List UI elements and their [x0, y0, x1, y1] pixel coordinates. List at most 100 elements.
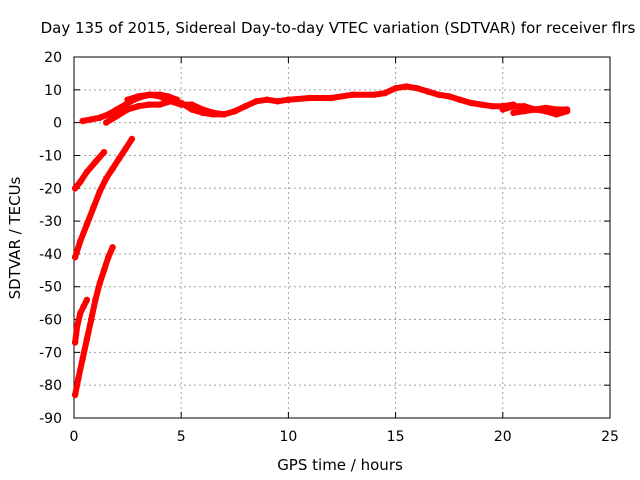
axis-ticks: 0 5 10 15 20 25 20 10 0 -10 -20 -30 -40 -50 -60 -70 -80 -…: [39, 50, 619, 445]
series-line-arc-2: [72, 136, 135, 261]
data-point: [156, 101, 163, 108]
data-point: [124, 106, 131, 113]
series-line-arc-7: [124, 91, 228, 118]
data-point: [563, 106, 571, 113]
y-tick-label: -40: [39, 247, 62, 263]
data-point: [349, 91, 356, 98]
data-point: [446, 93, 453, 100]
data-point: [74, 322, 81, 330]
data-point: [96, 280, 103, 287]
data-point: [77, 309, 84, 317]
data-point: [542, 104, 549, 112]
y-tick-label: -70: [39, 345, 62, 361]
y-tick-label: -90: [39, 411, 62, 427]
data-point: [122, 101, 129, 108]
data-point: [83, 336, 91, 343]
data-point: [103, 175, 110, 182]
data-point: [156, 93, 163, 100]
data-point: [109, 165, 116, 172]
data-point: [71, 185, 79, 192]
data-point: [392, 85, 399, 92]
x-tick-label: 20: [494, 429, 512, 445]
data-point: [100, 267, 108, 274]
data-point: [220, 111, 228, 118]
data-point: [71, 391, 79, 399]
data-point: [79, 117, 86, 125]
data-point: [92, 296, 99, 304]
data-point: [371, 91, 378, 98]
data-point: [113, 112, 121, 120]
data-point: [128, 135, 136, 143]
data-point: [124, 96, 131, 103]
data-point: [424, 88, 431, 95]
data-point: [231, 108, 238, 115]
y-tick-label: 20: [44, 50, 62, 66]
data-point: [90, 204, 97, 212]
data-point: [83, 168, 91, 176]
x-axis-label: GPS time / hours: [277, 456, 403, 474]
data-point: [135, 93, 142, 100]
data-point: [253, 98, 260, 105]
data-point: [92, 158, 99, 166]
y-tick-label: -50: [39, 280, 62, 296]
y-tick-label: 0: [53, 116, 62, 132]
data-point: [79, 355, 86, 363]
data-point: [553, 111, 560, 118]
x-tick-label: 25: [601, 429, 619, 445]
x-tick-label: 15: [387, 429, 405, 445]
data-point: [306, 94, 313, 102]
data-point: [199, 106, 206, 113]
data-point: [456, 96, 464, 103]
data-point: [521, 103, 528, 110]
data-point: [96, 114, 103, 121]
y-tick-label: -20: [39, 181, 62, 197]
data-point: [105, 111, 112, 118]
data-point: [467, 99, 474, 107]
data-point: [531, 106, 539, 113]
data-point: [88, 116, 95, 123]
data-point: [71, 339, 79, 346]
data-point: [403, 83, 410, 90]
data-point: [510, 103, 517, 110]
data-point: [88, 316, 95, 323]
series-line-arc-3: [72, 244, 116, 398]
data-point: [105, 254, 112, 261]
data-point: [113, 106, 121, 113]
data-point: [285, 96, 292, 103]
data-point: [478, 101, 485, 108]
data-point: [210, 109, 217, 117]
data-point: [103, 119, 110, 126]
data-point: [75, 375, 82, 382]
y-tick-label: 10: [44, 83, 62, 99]
data-point: [178, 101, 185, 108]
data-point: [83, 296, 91, 304]
data-point: [242, 103, 249, 110]
data-point: [122, 145, 129, 153]
data-point: [115, 155, 123, 162]
data-point: [145, 101, 153, 108]
data-point: [96, 188, 103, 195]
data-point: [263, 96, 271, 103]
y-tick-label: -30: [39, 214, 62, 230]
data-point: [100, 149, 108, 156]
data-point: [83, 221, 91, 228]
data-point: [521, 108, 528, 115]
data-point: [510, 109, 517, 117]
x-tick-label: 5: [177, 429, 186, 445]
x-tick-label: 0: [70, 429, 79, 445]
data-point: [77, 178, 84, 185]
data-point: [499, 106, 506, 113]
data-point: [80, 303, 87, 310]
data-point: [188, 101, 196, 108]
y-tick-label: -80: [39, 378, 62, 394]
data-point: [328, 94, 335, 102]
data-point: [553, 106, 560, 113]
data-point: [77, 237, 84, 244]
y-tick-label: -60: [39, 313, 62, 329]
data-point: [109, 244, 116, 251]
data-point: [435, 91, 442, 98]
data-point: [167, 98, 174, 105]
data-point: [71, 254, 79, 261]
data-series: [71, 83, 571, 399]
